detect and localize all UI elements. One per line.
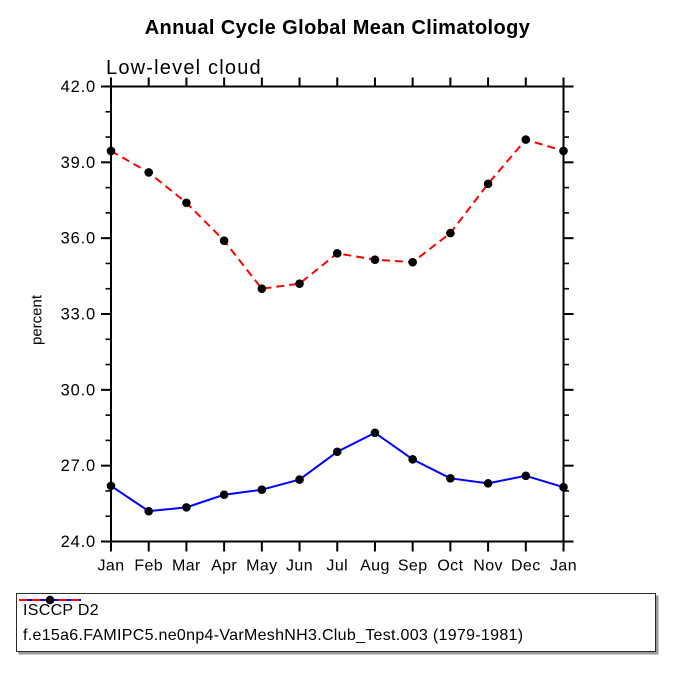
legend-label-isccp: ISCCP D2	[23, 601, 99, 619]
x-tick-label: Jun	[286, 558, 313, 575]
x-tick-label: Feb	[134, 558, 163, 575]
legend-item-isccp: ISCCP D2	[17, 595, 655, 623]
y-tick-label: 30.0	[61, 381, 96, 399]
data-point-marker	[219, 490, 229, 500]
series-line-1	[110, 138, 564, 290]
x-tick-label: Mar	[172, 558, 201, 575]
x-tick-label: Dec	[511, 558, 541, 575]
data-point-marker	[295, 475, 304, 484]
data-point-marker	[106, 146, 116, 156]
data-point-marker	[182, 503, 191, 512]
legend-label-model: f.e15a6.FAMIPC5.ne0np4-VarMeshNH3.Club_T…	[23, 626, 524, 644]
data-point-marker	[559, 482, 568, 492]
x-tick-label: Oct	[437, 558, 463, 575]
data-point-marker	[408, 257, 417, 267]
data-point-marker	[332, 447, 342, 457]
x-tick-label: Sep	[398, 558, 428, 575]
chart-title: Annual Cycle Global Mean Climatology	[144, 17, 531, 39]
x-tick-label: Aug	[360, 558, 390, 575]
data-point-marker	[332, 249, 342, 258]
data-point-marker	[521, 135, 531, 144]
x-tick-label: Nov	[473, 558, 503, 575]
x-tick-label: Jul	[326, 558, 348, 575]
data-point-marker	[257, 284, 267, 294]
data-point-marker	[106, 481, 116, 491]
data-point-marker	[257, 485, 267, 494]
legend-sample-marker-icon	[45, 595, 55, 605]
y-tick-label: 36.0	[61, 230, 96, 248]
x-tick-label: Jan	[98, 558, 125, 575]
data-point-marker	[446, 474, 455, 483]
plot-box	[110, 85, 565, 543]
data-point-marker	[521, 471, 531, 481]
data-point-marker	[408, 455, 417, 464]
y-tick-label: 27.0	[61, 457, 96, 475]
data-point-marker	[295, 279, 304, 288]
data-point-marker	[559, 146, 568, 156]
data-point-marker	[182, 198, 191, 208]
x-tick-label: Jan	[550, 558, 577, 575]
legend-line-sample-dashed	[19, 595, 81, 605]
x-tick-label: Apr	[211, 558, 237, 575]
data-point-marker	[370, 255, 380, 264]
data-point-marker	[446, 228, 455, 238]
data-point-marker	[144, 168, 154, 177]
x-tick-label: May	[246, 558, 277, 575]
data-point-marker	[144, 506, 154, 516]
chart-subtitle: Low-level cloud	[106, 57, 262, 79]
data-point-marker	[219, 236, 229, 245]
data-point-marker	[483, 179, 493, 189]
legend-item-model: f.e15a6.FAMIPC5.ne0np4-VarMeshNH3.Club_T…	[17, 595, 655, 648]
y-tick-label: 24.0	[61, 533, 96, 551]
y-tick-label: 42.0	[61, 78, 96, 96]
y-tick-label: 39.0	[61, 154, 96, 172]
series-line-0	[110, 431, 564, 513]
y-tick-label: 33.0	[61, 306, 96, 324]
data-point-marker	[370, 428, 380, 438]
legend-box: ISCCP D2 f.e15a6.FAMIPC5.ne0np4-VarMeshN…	[16, 593, 656, 652]
data-point-marker	[483, 479, 493, 488]
